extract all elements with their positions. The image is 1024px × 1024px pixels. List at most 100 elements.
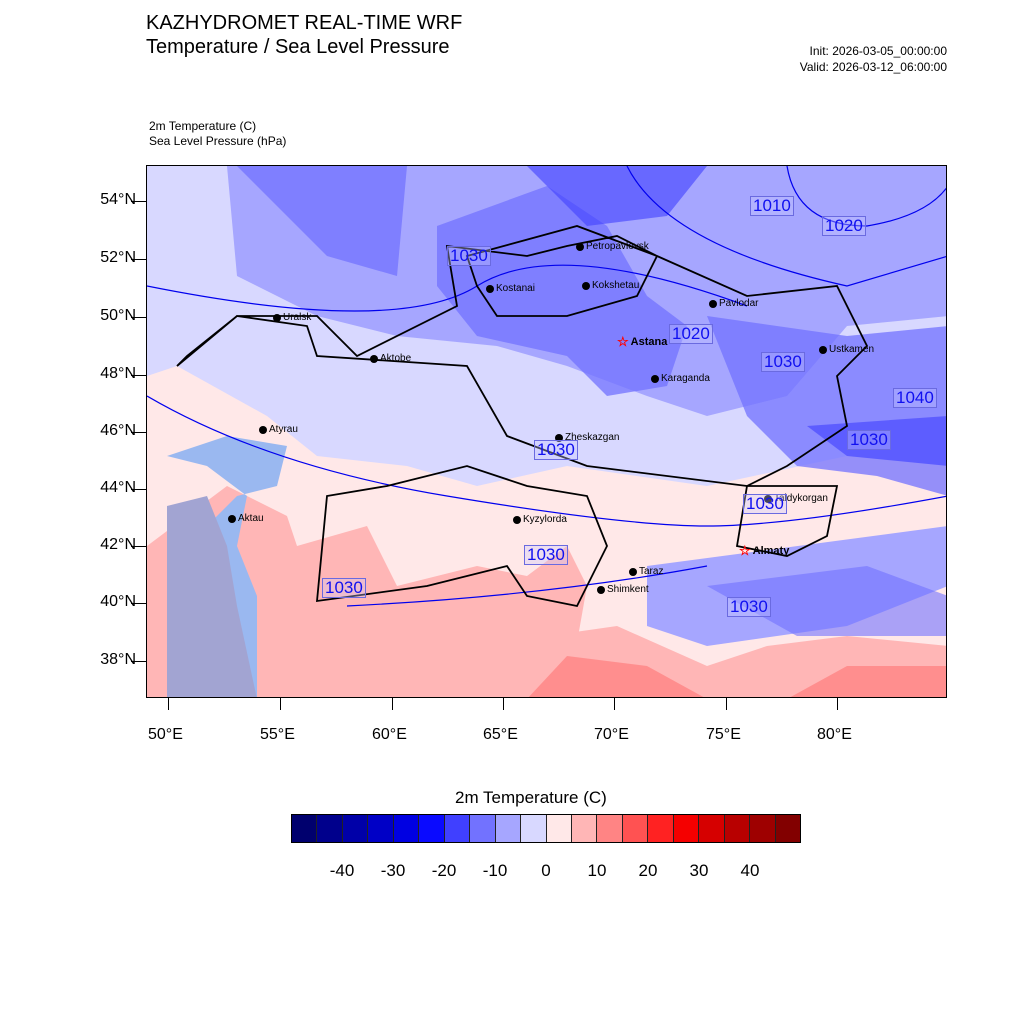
colorbar-swatch [546,815,572,842]
lat-tick [131,375,146,376]
star-icon: ☆ [617,334,629,349]
lon-tick [726,698,727,710]
city-marker: Pavlodar [709,298,758,309]
city-dot-icon [370,354,378,363]
city-dot-icon [555,433,563,442]
colorbar-swatch [317,815,343,842]
colorbar-swatch [775,815,801,842]
city-dot-icon [582,281,590,290]
city-marker: Taraz [629,566,663,577]
map-panel: Petropavlovsk Kostanai Kokshetau Pavloda… [146,165,947,698]
colorbar-swatch [622,815,649,842]
pressure-contour-label: 1030 [847,430,891,450]
city-marker: Kokshetau [582,280,639,291]
lat-label: 42°N [100,536,136,553]
lat-label: 46°N [100,422,136,439]
colorbar-tick-label: 10 [587,861,607,880]
city-dot-icon [597,585,605,594]
city-dot-icon [651,374,659,383]
city-dot-icon [273,313,281,322]
city-label: Uralsk [283,312,312,323]
lat-label: 50°N [100,307,136,324]
colorbar-tick-label: 0 [541,861,551,880]
lon-tick [614,698,615,710]
lat-label: 54°N [100,191,136,208]
city-dot-icon [819,345,827,354]
lat-tick [131,432,146,433]
city-label: Kostanai [496,283,535,294]
pressure-contour-label: 1030 [447,246,491,266]
lon-label: 75°E [706,726,741,743]
colorbar-tick-label: -40 [329,861,355,880]
city-label: Taraz [639,566,664,577]
lon-label: 70°E [594,726,629,743]
colorbar-swatch [444,815,471,842]
city-marker: Ustkamen [819,344,874,355]
lon-tick [837,698,838,710]
colorbar-swatch [521,815,547,842]
capital-marker: ☆ Astana [617,335,667,348]
city-marker: Kyzylorda [513,514,567,525]
pressure-contour-label: 1030 [524,545,568,565]
city-label: Shimkent [607,584,649,595]
lon-label: 50°E [148,726,183,743]
star-icon: ☆ [739,543,751,558]
field-primary-label: 2m Temperature (C) [149,119,257,133]
city-label: Astana [630,335,668,348]
colorbar-tick-label: -10 [482,861,508,880]
lat-tick [131,259,146,260]
city-label: Kokshetau [592,280,640,291]
lat-label: 48°N [100,365,136,382]
city-dot-icon [709,299,717,308]
city-label: Atyrau [269,424,298,435]
field-secondary-label: Sea Level Pressure (hPa) [149,134,287,148]
valid-time: Valid: 2026-03-12_06:00:00 [799,60,947,74]
city-marker: Aktau [228,513,264,524]
lat-tick [131,317,146,318]
city-marker: Kostanai [486,283,535,294]
colorbar-swatch [470,815,496,842]
lon-label: 65°E [483,726,518,743]
city-label: Kyzylorda [523,514,567,525]
colorbar-swatch [292,815,318,842]
city-marker: Taldykorgan [764,493,828,504]
pressure-contour-label: 1030 [322,578,366,598]
city-dot-icon [486,284,494,293]
pressure-contour-label: 1010 [750,196,794,216]
colorbar-swatch [648,815,674,842]
pressure-contour-label: 1030 [534,440,578,460]
lat-tick [131,661,146,662]
chart-subtitle: Temperature / Sea Level Pressure [146,36,450,58]
city-label: Almaty [752,544,790,557]
colorbar-tick-label: 30 [689,861,709,880]
lat-tick [131,201,146,202]
colorbar-tick-label: 40 [740,861,760,880]
init-time: Init: 2026-03-05_00:00:00 [809,44,947,58]
lat-tick [131,546,146,547]
colorbar-title: 2m Temperature (C) [455,788,607,807]
lat-label: 40°N [100,593,136,610]
lon-tick [280,698,281,710]
lat-tick [131,489,146,490]
lon-tick [503,698,504,710]
colorbar-swatch [673,815,700,842]
lon-tick [392,698,393,710]
city-marker: Aktobe [370,353,411,364]
colorbar-swatch [368,815,394,842]
lat-label: 52°N [100,249,136,266]
temperature-field [147,166,946,697]
colorbar-swatch [597,815,623,842]
colorbar-swatch [571,815,598,842]
lat-label: 38°N [100,651,136,668]
city-dot-icon [513,515,521,524]
lat-label: 44°N [100,479,136,496]
colorbar-swatch [750,815,776,842]
city-marker: Uralsk [273,312,311,323]
colorbar-swatch [699,815,725,842]
lon-label: 55°E [260,726,295,743]
colorbar-swatch [393,815,420,842]
city-label: Taldykorgan [774,493,828,504]
pressure-contour-label: 1030 [761,352,805,372]
city-dot-icon [576,242,584,251]
pressure-contour-label: 1030 [727,597,771,617]
